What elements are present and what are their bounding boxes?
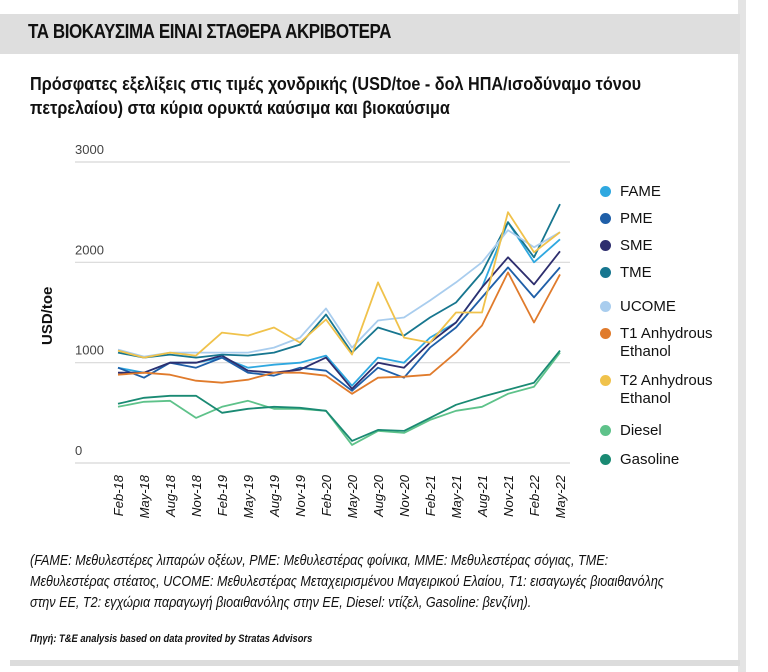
- x-tick-label: Feb-22: [527, 474, 542, 516]
- legend-label: SME: [620, 237, 653, 254]
- legend-item: Diesel: [600, 422, 662, 440]
- legend-swatch: [600, 240, 611, 251]
- footnote: (FAME: Μεθυλεστέρες λιπαρών οξέων, PME: …: [30, 552, 664, 611]
- legend-swatch: [600, 375, 611, 386]
- legend-label: Gasoline: [620, 451, 680, 468]
- series-line-t1-anhydrous-ethanol: [117, 271, 561, 395]
- series-line-gasoline: [117, 350, 561, 442]
- header-band: ΤΑ ΒΙΟΚΑΥΣΙΜΑ ΕΙΝΑΙ ΣΤΑΘΕΡΑ ΑΚΡΙΒΟΤΕΡΑ: [0, 14, 740, 54]
- legend-item: Gasoline: [600, 451, 679, 469]
- x-tick-label: Nov-19: [293, 475, 308, 517]
- legend-item: T1 Anhydrous Ethanol: [600, 325, 713, 361]
- legend-label: FAME: [620, 183, 661, 200]
- legend-swatch: [600, 328, 611, 339]
- x-tick-label: May-18: [137, 474, 152, 518]
- page-title: ΤΑ ΒΙΟΚΑΥΣΙΜΑ ΕΙΝΑΙ ΣΤΑΘΕΡΑ ΑΚΡΙΒΟΤΕΡΑ: [28, 21, 392, 43]
- legend-swatch: [600, 301, 611, 312]
- y-tick-label: 3000: [75, 142, 104, 157]
- x-tick-label: Aug-18: [163, 474, 178, 518]
- legend-label: T2 Anhydrous Ethanol: [620, 372, 713, 407]
- series-line-tme: [117, 203, 561, 359]
- y-axis-label: USD/toe: [39, 287, 56, 345]
- x-tick-label: May-21: [449, 475, 464, 518]
- series-line-ucome: [117, 229, 561, 358]
- x-tick-label: Nov-20: [397, 474, 412, 517]
- legend-swatch: [600, 213, 611, 224]
- legend-item: UCOME: [600, 298, 676, 316]
- legend-label: TME: [620, 264, 652, 281]
- chart-subtitle: Πρόσφατες εξελίξεις στις τιμές χονδρικής…: [30, 74, 642, 118]
- series-line-sme: [118, 250, 561, 390]
- legend-item: T2 Anhydrous Ethanol: [600, 372, 713, 408]
- legend-item: SME: [600, 237, 653, 255]
- x-tick-label: Feb-18: [111, 474, 126, 516]
- x-tick-label: Nov-21: [501, 475, 516, 517]
- x-tick-label: Nov-18: [189, 474, 204, 517]
- legend-item: PME: [600, 210, 653, 228]
- x-tick-label: Aug-21: [475, 475, 490, 518]
- right-border: [738, 0, 746, 672]
- legend-swatch: [600, 267, 611, 278]
- x-tick-label: May-20: [345, 474, 360, 518]
- series-line-diesel: [117, 352, 561, 446]
- legend-label: PME: [620, 210, 653, 227]
- legend-item: TME: [600, 264, 652, 282]
- source-note: Πηγή: T&E analysis based on data provite…: [30, 633, 313, 645]
- legend-item: FAME: [600, 183, 661, 201]
- y-tick-label: 1000: [75, 343, 104, 358]
- legend-swatch: [600, 186, 611, 197]
- legend-label: Diesel: [620, 422, 662, 439]
- line-chart: 0 1000 2000 3000 USD/toe Feb-18 May-18 Aug-18 No…: [39, 142, 570, 518]
- x-tick-label: Feb-19: [215, 475, 230, 516]
- bottom-border: [10, 660, 740, 666]
- y-tick-label: 2000: [75, 242, 104, 257]
- x-tick-label: Feb-20: [319, 474, 334, 516]
- legend-label: T1 Anhydrous Ethanol: [620, 325, 713, 360]
- legend-label: UCOME: [620, 298, 676, 315]
- y-tick-label: 0: [75, 443, 82, 458]
- x-tick-label: Aug-19: [267, 475, 282, 518]
- legend-swatch: [600, 454, 611, 465]
- x-tick-label: Aug-20: [371, 474, 386, 518]
- x-tick-label: Feb-21: [423, 475, 438, 516]
- x-tick-label: May-22: [553, 474, 568, 518]
- legend-swatch: [600, 425, 611, 436]
- x-tick-label: May-19: [241, 475, 256, 518]
- series-line-t2-anhydrous-ethanol: [117, 211, 561, 359]
